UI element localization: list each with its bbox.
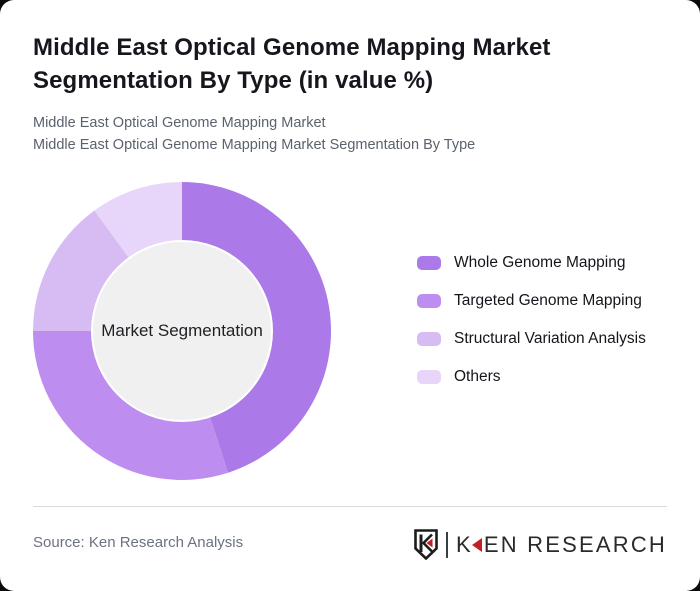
donut-center-label: Market Segmentation — [101, 321, 263, 340]
logo-red-triangle-icon — [471, 537, 482, 552]
logo-divider-bar — [446, 531, 448, 558]
legend-label: Targeted Genome Mapping — [454, 292, 642, 309]
legend-item: Structural Variation Analysis — [417, 330, 646, 347]
legend-label: Structural Variation Analysis — [454, 330, 646, 347]
legend-item: Whole Genome Mapping — [417, 254, 646, 271]
legend-item: Targeted Genome Mapping — [417, 292, 646, 309]
legend-item: Others — [417, 368, 646, 385]
legend-label: Others — [454, 368, 501, 385]
source-note: Source: Ken Research Analysis — [33, 534, 244, 551]
footer-divider — [33, 506, 667, 507]
logo-wordmark: K EN RESEARCH — [456, 532, 667, 558]
legend-swatch — [417, 294, 441, 308]
legend-label: Whole Genome Mapping — [454, 254, 626, 271]
chart-subtitle: Middle East Optical Genome Mapping Marke… — [33, 112, 475, 156]
donut-chart — [33, 182, 332, 481]
logo-letter-k: K — [456, 531, 473, 557]
ken-research-shield-icon — [414, 529, 438, 560]
legend-swatch — [417, 256, 441, 270]
chart-legend: Whole Genome Mapping Targeted Genome Map… — [417, 254, 646, 408]
subtitle-line-2: Middle East Optical Genome Mapping Marke… — [33, 137, 476, 154]
donut-center-circle — [91, 240, 273, 422]
chart-title: Middle East Optical Genome Mapping Marke… — [33, 34, 551, 95]
legend-swatch — [417, 332, 441, 346]
donut-chart-area — [32, 181, 332, 481]
subtitle-line-1: Middle East Optical Genome Mapping Marke… — [33, 115, 326, 131]
ken-research-logo: K EN RESEARCH — [413, 529, 667, 560]
legend-swatch — [417, 370, 441, 384]
logo-text-rest: EN RESEARCH — [483, 531, 667, 557]
